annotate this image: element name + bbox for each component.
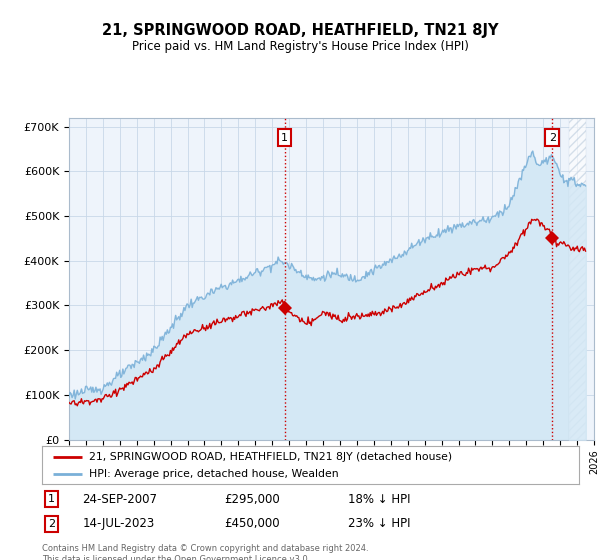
Text: 23% ↓ HPI: 23% ↓ HPI <box>348 517 410 530</box>
Text: 24-SEP-2007: 24-SEP-2007 <box>82 493 157 506</box>
Text: 21, SPRINGWOOD ROAD, HEATHFIELD, TN21 8JY (detached house): 21, SPRINGWOOD ROAD, HEATHFIELD, TN21 8J… <box>89 451 452 461</box>
Text: 1: 1 <box>281 133 288 143</box>
Text: 18% ↓ HPI: 18% ↓ HPI <box>348 493 410 506</box>
Text: HPI: Average price, detached house, Wealden: HPI: Average price, detached house, Weal… <box>89 469 339 479</box>
Text: 1: 1 <box>48 494 55 504</box>
Text: 2: 2 <box>549 133 556 143</box>
Text: £450,000: £450,000 <box>224 517 280 530</box>
Text: 14-JUL-2023: 14-JUL-2023 <box>82 517 155 530</box>
Text: 21, SPRINGWOOD ROAD, HEATHFIELD, TN21 8JY: 21, SPRINGWOOD ROAD, HEATHFIELD, TN21 8J… <box>102 24 498 38</box>
Text: 2: 2 <box>48 519 55 529</box>
Text: Price paid vs. HM Land Registry's House Price Index (HPI): Price paid vs. HM Land Registry's House … <box>131 40 469 53</box>
Text: Contains HM Land Registry data © Crown copyright and database right 2024.
This d: Contains HM Land Registry data © Crown c… <box>42 544 368 560</box>
Text: £295,000: £295,000 <box>224 493 280 506</box>
